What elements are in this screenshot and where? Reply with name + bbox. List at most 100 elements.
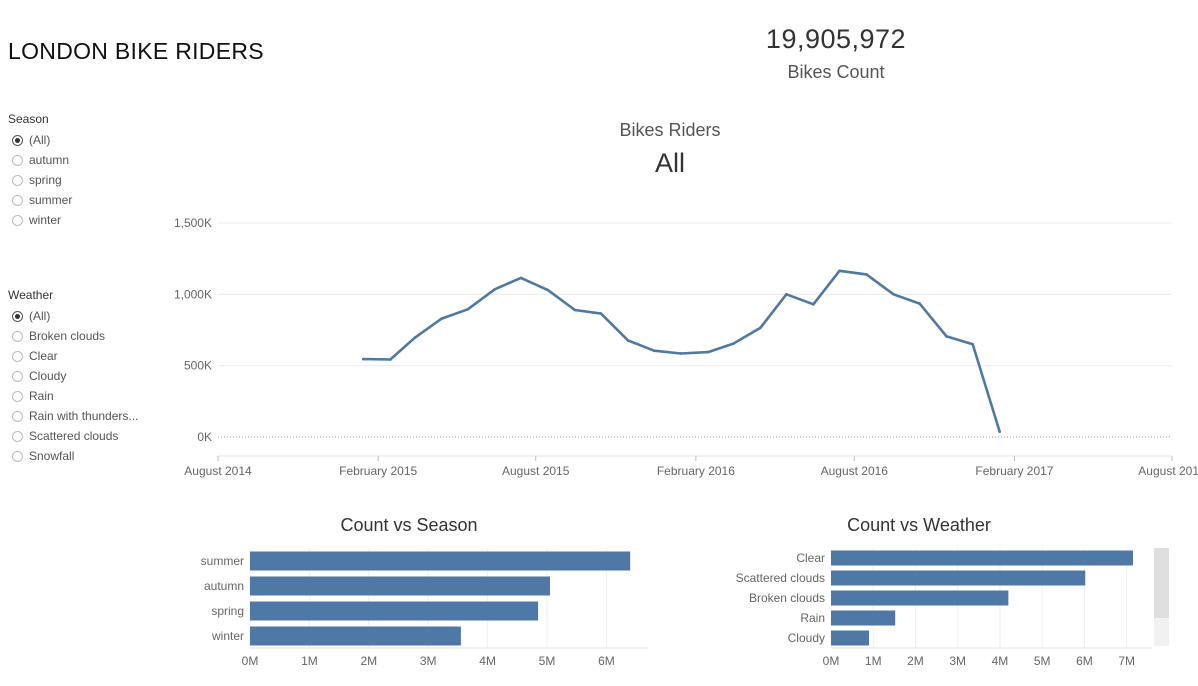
bar [831,610,896,626]
category-label: autumn [204,579,244,593]
season-option-label: (All) [29,133,51,147]
x-tick-label: 7M [1118,654,1135,668]
line-point [573,308,577,312]
season-option[interactable]: winter [8,210,72,230]
weather-chart-scrollbar[interactable] [1154,548,1169,646]
category-label: Rain [800,611,825,625]
bar [250,551,631,571]
line-point [785,293,788,296]
x-tick-label: 6M [598,654,615,668]
radio-icon[interactable] [12,430,23,442]
weather-option[interactable]: (All) [8,306,138,326]
radio-icon[interactable] [12,154,23,166]
season-option[interactable]: spring [8,170,72,190]
radio-icon[interactable] [12,410,23,422]
weather-option-label: Scattered clouds [29,429,119,443]
x-tick-label: August 2017 [1138,464,1198,478]
x-tick-label: February 2017 [975,464,1053,478]
radio-icon[interactable] [12,330,23,342]
line-point [652,349,656,352]
dashboard-title: LONDON BIKE RIDERS [8,38,264,64]
weather-option-label: Snowfall [29,449,75,463]
category-label: spring [211,604,244,618]
x-tick-label: February 2016 [657,464,735,478]
radio-icon[interactable] [12,350,23,362]
bar [831,630,870,646]
line-point [945,335,948,338]
line-chart-heading: All [654,148,685,178]
weather-option[interactable]: Rain [8,386,138,406]
radio-icon[interactable] [12,450,23,462]
weather-option[interactable]: Clear [8,346,138,366]
weather-option-label: Cloudy [29,369,67,383]
weather-option[interactable]: Cloudy [8,366,138,386]
x-tick-label: August 2015 [502,464,570,478]
weather-option-label: Broken clouds [29,329,106,343]
x-tick-label: 3M [420,654,437,668]
kpi-value: 19,905,972 [765,24,907,54]
bar [831,590,1009,606]
x-tick-label: 4M [479,654,496,668]
weather-option[interactable]: Broken clouds [8,326,138,346]
bar [831,570,1086,586]
x-tick-label: 1M [301,654,318,668]
line-point [440,317,444,320]
x-tick-label: 5M [1034,654,1051,668]
radio-icon[interactable] [12,134,23,146]
weather-option-label: (All) [29,309,51,323]
season-option-label: spring [29,173,62,187]
x-tick-label: August 2016 [821,464,889,478]
line-point [493,288,497,291]
bar [250,626,461,646]
season-filter: Season (All) autumn spring summer winter [8,112,72,230]
category-label: Clear [796,551,825,565]
category-label: Cloudy [788,631,825,645]
line-point [758,326,762,330]
bar [250,576,550,596]
x-tick-label: 4M [992,654,1009,668]
weather-option-label: Clear [29,349,58,363]
radio-icon[interactable] [12,370,23,382]
y-tick-label: 1,000K [174,287,212,301]
radio-icon[interactable] [12,310,23,322]
season-option[interactable]: (All) [8,130,72,150]
weather-filter: Weather (All) Broken clouds Clear Cloudy Rai… [8,288,138,466]
season-filter-title: Season [8,112,49,126]
line-point [892,293,895,296]
scrollbar-thumb[interactable] [1154,548,1169,618]
x-tick-label: 0M [242,654,259,668]
y-tick-label: 0K [197,430,212,444]
radio-icon[interactable] [12,194,23,206]
line-point [971,342,974,346]
bar [831,550,1133,566]
season-option[interactable]: summer [8,190,72,210]
line-point [998,430,1001,434]
radio-icon[interactable] [12,390,23,402]
weather-option[interactable]: Snowfall [8,446,138,466]
line-point [865,273,868,276]
season-bar-title: Count vs Season [340,515,478,535]
weather-option[interactable]: Scattered clouds [8,426,138,446]
x-tick-label: August 2014 [184,464,252,478]
line-point [838,269,841,273]
x-tick-label: 0M [823,654,840,668]
radio-icon[interactable] [12,174,23,186]
x-tick-label: February 2015 [339,464,417,478]
x-tick-label: 2M [907,654,924,668]
weather-options: (All) Broken clouds Clear Cloudy Rain Rain wi… [8,306,138,466]
y-tick-label: 1,500K [174,216,212,230]
season-option[interactable]: autumn [8,150,72,170]
weather-option-label: Rain [29,389,54,403]
weather-bar-title: Count vs Weather [847,515,991,535]
x-tick-label: 5M [539,654,556,668]
category-label: Scattered clouds [736,571,825,585]
bikes-riders-line [362,269,1002,434]
category-label: summer [201,554,244,568]
weather-option[interactable]: Rain with thunders... [8,406,138,426]
line-point [413,336,417,340]
x-tick-label: 1M [865,654,882,668]
line-chart-subtitle: Bikes Riders [619,120,721,140]
radio-icon[interactable] [12,214,23,226]
line-point [626,339,630,342]
